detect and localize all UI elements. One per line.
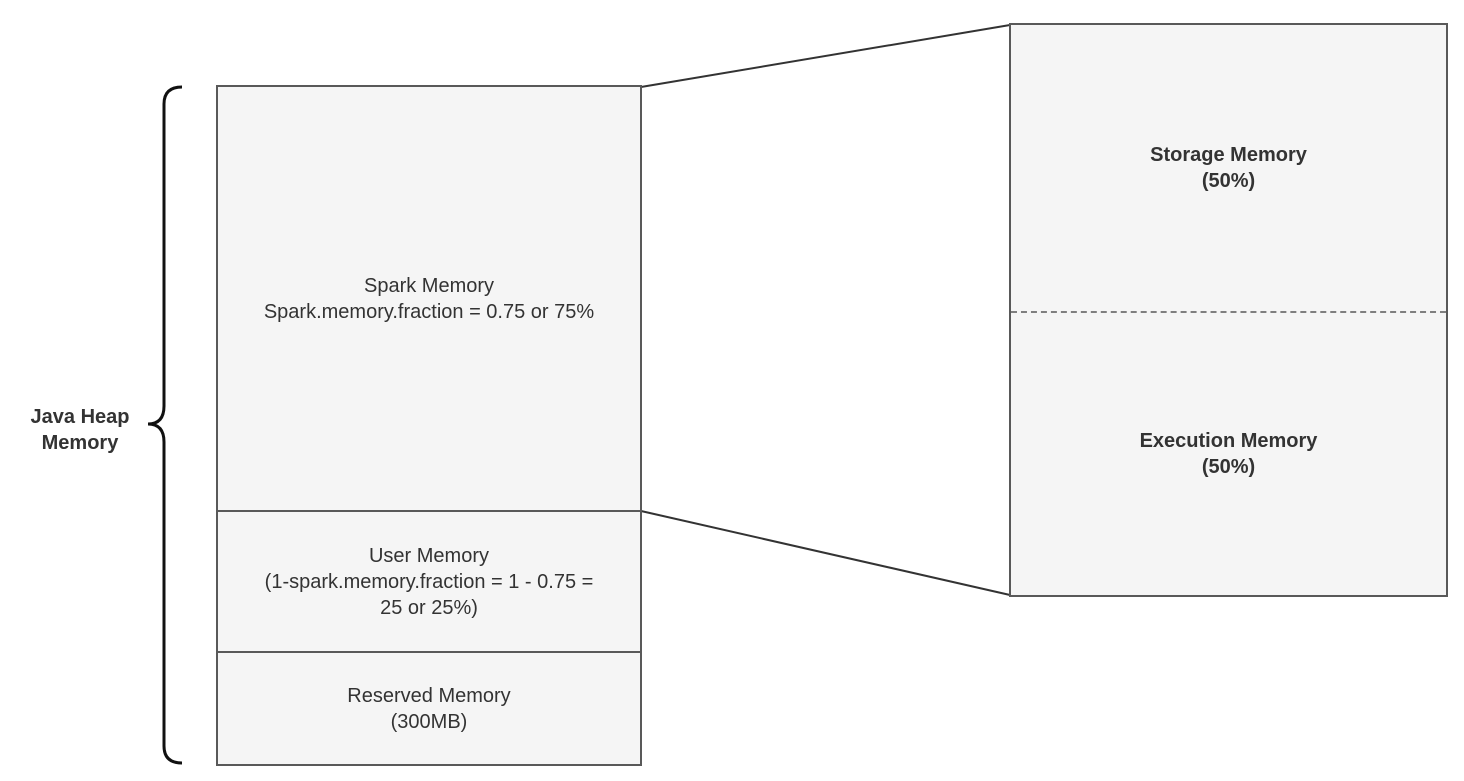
- spark-memory-title: Spark Memory: [363, 274, 495, 297]
- zoom-connector-bottom: [640, 510, 1011, 596]
- heap-brace: [147, 85, 183, 765]
- execution-memory-section: Execution Memory (50%): [1011, 311, 1446, 597]
- spark-memory-box: Spark Memory Spark.memory.fraction = 0.7…: [216, 85, 642, 512]
- reserved-memory-title: Reserved Memory: [347, 684, 511, 707]
- user-memory-detail-line1: (1-spark.memory.fraction = 1 - 0.75 =: [264, 570, 594, 593]
- user-memory-detail-line2: 25 or 25%): [380, 596, 478, 619]
- java-heap-label-line2: Memory: [41, 432, 119, 454]
- user-memory-title: User Memory: [368, 544, 489, 567]
- storage-memory-detail: (50%): [1201, 170, 1256, 192]
- java-heap-label-line1: Java Heap: [30, 406, 130, 428]
- storage-execution-divider: [1011, 311, 1446, 313]
- reserved-memory-detail: (300MB): [390, 710, 468, 733]
- reserved-memory-box: Reserved Memory (300MB): [216, 651, 642, 766]
- storage-memory-section: Storage Memory (50%): [1011, 25, 1446, 311]
- spark-memory-breakdown-box: Storage Memory (50%) Execution Memory (5…: [1009, 23, 1448, 597]
- storage-memory-title: Storage Memory: [1150, 144, 1307, 166]
- execution-memory-detail: (50%): [1201, 456, 1256, 478]
- execution-memory-title: Execution Memory: [1139, 430, 1318, 452]
- user-memory-box: User Memory (1-spark.memory.fraction = 1…: [216, 510, 642, 653]
- java-heap-memory-label: Java Heap Memory: [10, 404, 150, 456]
- zoom-connector-top: [640, 24, 1011, 88]
- spark-memory-detail: Spark.memory.fraction = 0.75 or 75%: [263, 300, 595, 323]
